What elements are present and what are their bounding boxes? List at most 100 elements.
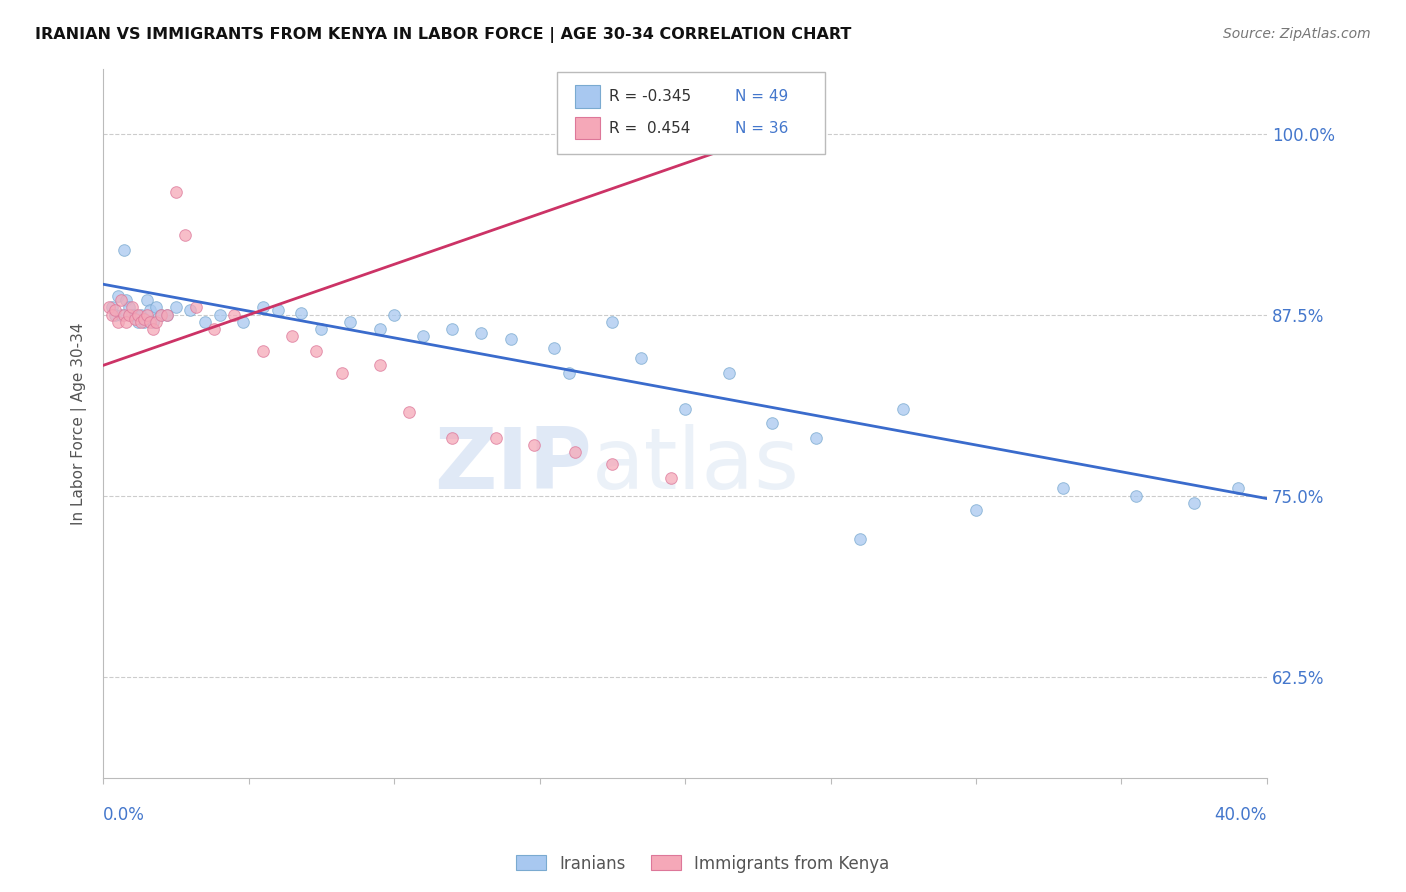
Point [630,351,652,365]
Point [104,308,127,322]
Point [142,315,165,329]
Point [118,301,141,315]
Point [107,315,129,329]
Point [717,366,740,380]
Point [368,322,391,336]
Point [165,301,187,315]
Text: R = -0.345: R = -0.345 [609,88,692,103]
Point [121,308,143,322]
Point [186,301,208,315]
Point [110,293,132,308]
Point [145,315,167,329]
Point [129,308,152,322]
Point [382,308,405,322]
Point [156,308,179,322]
Point [98,301,121,315]
FancyBboxPatch shape [575,117,600,139]
Point [252,301,274,315]
Point [1182,496,1205,510]
Point [523,438,546,452]
Point [121,301,143,315]
Point [557,366,579,380]
Point [441,431,464,445]
Point [659,471,682,485]
Text: R =  0.454: R = 0.454 [609,120,690,136]
Point [252,343,274,358]
Point [142,322,165,336]
Point [115,315,138,329]
Point [499,332,522,346]
Point [267,303,290,318]
Point [150,308,173,322]
Point [304,343,326,358]
Point [412,329,434,343]
FancyBboxPatch shape [557,72,825,153]
Point [330,366,353,380]
Point [145,301,167,315]
Point [1125,489,1147,503]
Point [124,308,146,322]
Text: atlas: atlas [592,425,800,508]
Point [115,293,138,308]
Point [127,315,149,329]
Point [804,431,827,445]
Text: N = 49: N = 49 [735,88,789,103]
Point [368,359,391,373]
Point [124,312,146,326]
Point [104,303,127,318]
Point [139,315,162,329]
Text: 40.0%: 40.0% [1215,806,1267,824]
Point [112,308,135,322]
Text: ZIP: ZIP [434,425,592,508]
Legend: Iranians, Immigrants from Kenya: Iranians, Immigrants from Kenya [510,848,896,880]
Point [150,308,173,322]
Point [1052,482,1074,496]
Point [135,293,157,308]
Point [112,243,135,257]
Point [224,308,246,322]
Point [543,341,565,355]
Point [564,445,586,459]
Point [107,289,129,303]
Point [173,227,195,242]
Point [118,308,141,322]
Point [339,315,361,329]
Point [1226,482,1249,496]
Point [139,303,162,318]
Y-axis label: In Labor Force | Age 30-34: In Labor Force | Age 30-34 [72,322,87,524]
Point [470,326,492,341]
Text: N = 36: N = 36 [735,120,789,136]
Point [485,431,508,445]
Point [891,401,914,416]
Point [132,312,155,326]
Point [101,301,124,315]
Point [602,457,624,471]
Text: 0.0%: 0.0% [103,806,145,824]
Point [398,405,420,419]
Point [965,503,987,517]
Text: IRANIAN VS IMMIGRANTS FROM KENYA IN LABOR FORCE | AGE 30-34 CORRELATION CHART: IRANIAN VS IMMIGRANTS FROM KENYA IN LABO… [35,27,852,43]
Point [127,308,149,322]
Point [156,308,179,322]
Point [602,315,624,329]
Text: Source: ZipAtlas.com: Source: ZipAtlas.com [1223,27,1371,41]
Point [101,308,124,322]
Point [281,329,304,343]
Point [441,322,464,336]
Point [290,306,312,320]
Point [129,315,152,329]
Point [135,308,157,322]
Point [165,185,187,199]
Point [673,401,696,416]
Point [202,322,225,336]
FancyBboxPatch shape [575,85,600,108]
Point [761,417,783,431]
Point [311,322,333,336]
Point [179,303,201,318]
Point [848,532,870,546]
Point [194,315,217,329]
Point [232,315,254,329]
Point [208,308,231,322]
Point [110,308,132,322]
Point [132,315,155,329]
